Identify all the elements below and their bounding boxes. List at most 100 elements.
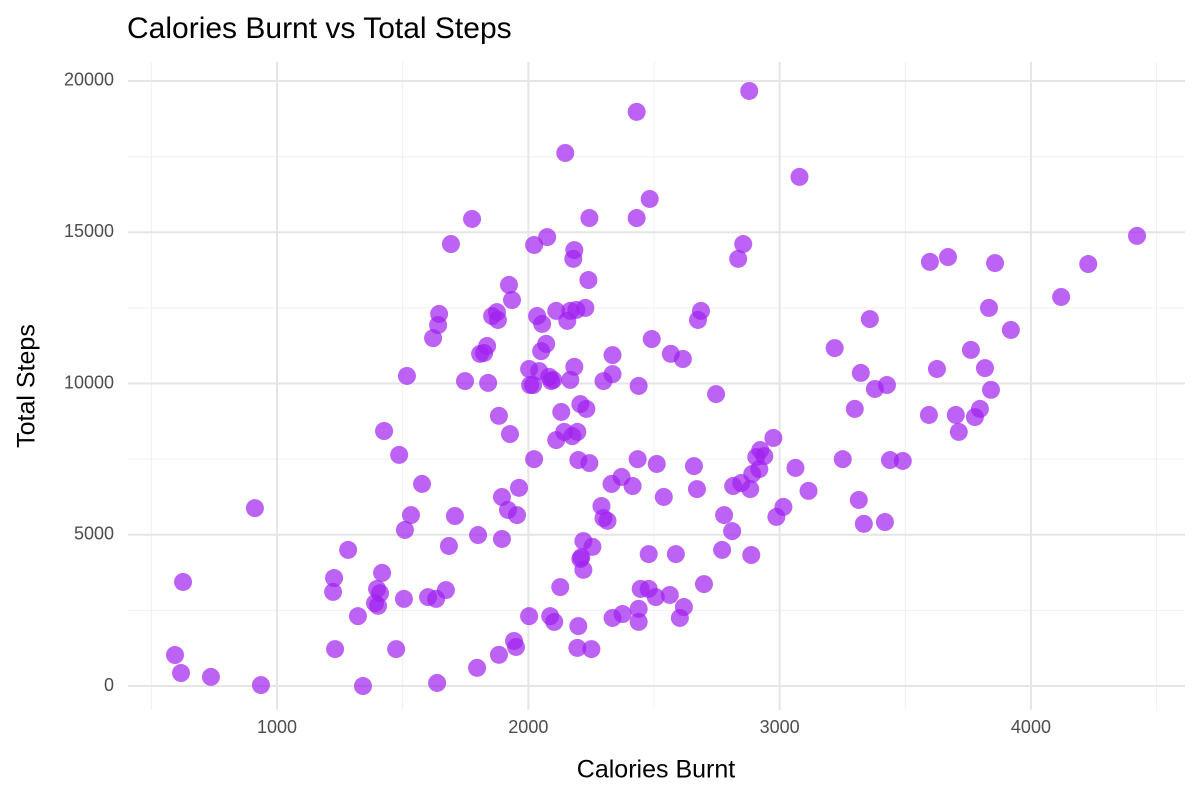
point (569, 617, 588, 636)
point (660, 585, 679, 604)
point (395, 520, 414, 539)
point (556, 143, 575, 162)
point (729, 249, 748, 268)
point (741, 480, 760, 499)
point (439, 536, 458, 555)
point (201, 667, 220, 686)
point (629, 599, 648, 618)
point (390, 445, 409, 464)
point (172, 664, 191, 683)
point (629, 376, 648, 395)
point (623, 477, 642, 496)
point (510, 478, 529, 497)
point (174, 572, 193, 591)
point (603, 365, 622, 384)
point (877, 376, 896, 395)
point (568, 638, 587, 657)
point (880, 451, 899, 470)
x-tick-label: 4000 (1011, 717, 1051, 737)
y-tick-label: 10000 (64, 372, 114, 392)
point (430, 304, 449, 323)
point (981, 380, 1000, 399)
point (666, 545, 685, 564)
point (394, 589, 413, 608)
point (436, 581, 455, 600)
point (580, 454, 599, 473)
point (927, 359, 946, 378)
point (854, 514, 873, 533)
point (860, 310, 879, 329)
point (642, 330, 661, 349)
point (646, 588, 665, 607)
point (629, 612, 648, 631)
point (691, 301, 710, 320)
point (492, 529, 511, 548)
point (544, 370, 563, 389)
point (525, 450, 544, 469)
point (946, 405, 965, 424)
point (537, 334, 556, 353)
point (786, 458, 805, 477)
point (893, 451, 912, 470)
point (640, 189, 659, 208)
point (251, 676, 270, 695)
y-tick-label: 5000 (74, 524, 114, 544)
point (576, 298, 595, 317)
point (1001, 320, 1020, 339)
point (508, 506, 527, 525)
point (478, 336, 497, 355)
x-axis-label: Calories Burnt (577, 756, 735, 784)
point (1052, 287, 1071, 306)
point (401, 506, 420, 525)
y-tick-label: 0 (104, 675, 114, 695)
x-tick-label: 2000 (508, 717, 548, 737)
point (500, 425, 519, 444)
point (825, 339, 844, 358)
point (488, 310, 507, 329)
point (627, 209, 646, 228)
point (507, 637, 526, 656)
point (628, 450, 647, 469)
point (764, 428, 783, 447)
point (579, 271, 598, 290)
point (654, 487, 673, 506)
chart-title: Calories Burnt vs Total Steps (127, 12, 512, 45)
point (673, 350, 692, 369)
point (538, 228, 557, 247)
point (582, 640, 601, 659)
point (348, 607, 367, 626)
point (469, 526, 488, 545)
point (574, 560, 593, 579)
point (975, 359, 994, 378)
point (742, 546, 761, 565)
point (707, 385, 726, 404)
point (639, 545, 658, 564)
point (564, 249, 583, 268)
point (598, 511, 617, 530)
point (715, 506, 734, 525)
point (373, 563, 392, 582)
point (428, 673, 447, 692)
y-tick-label: 15000 (64, 221, 114, 241)
point (755, 447, 774, 466)
point (565, 357, 584, 376)
point (603, 346, 622, 365)
point (920, 252, 939, 271)
point (463, 209, 482, 228)
point (552, 402, 571, 421)
point (986, 254, 1005, 273)
point (799, 481, 818, 500)
point (577, 399, 596, 418)
point (489, 406, 508, 425)
point (456, 372, 475, 391)
point (740, 81, 759, 100)
point (687, 480, 706, 499)
point (325, 569, 344, 588)
point (627, 102, 646, 121)
point (833, 450, 852, 469)
point (723, 522, 742, 541)
point (165, 646, 184, 665)
points (165, 81, 1147, 696)
point (790, 167, 809, 186)
